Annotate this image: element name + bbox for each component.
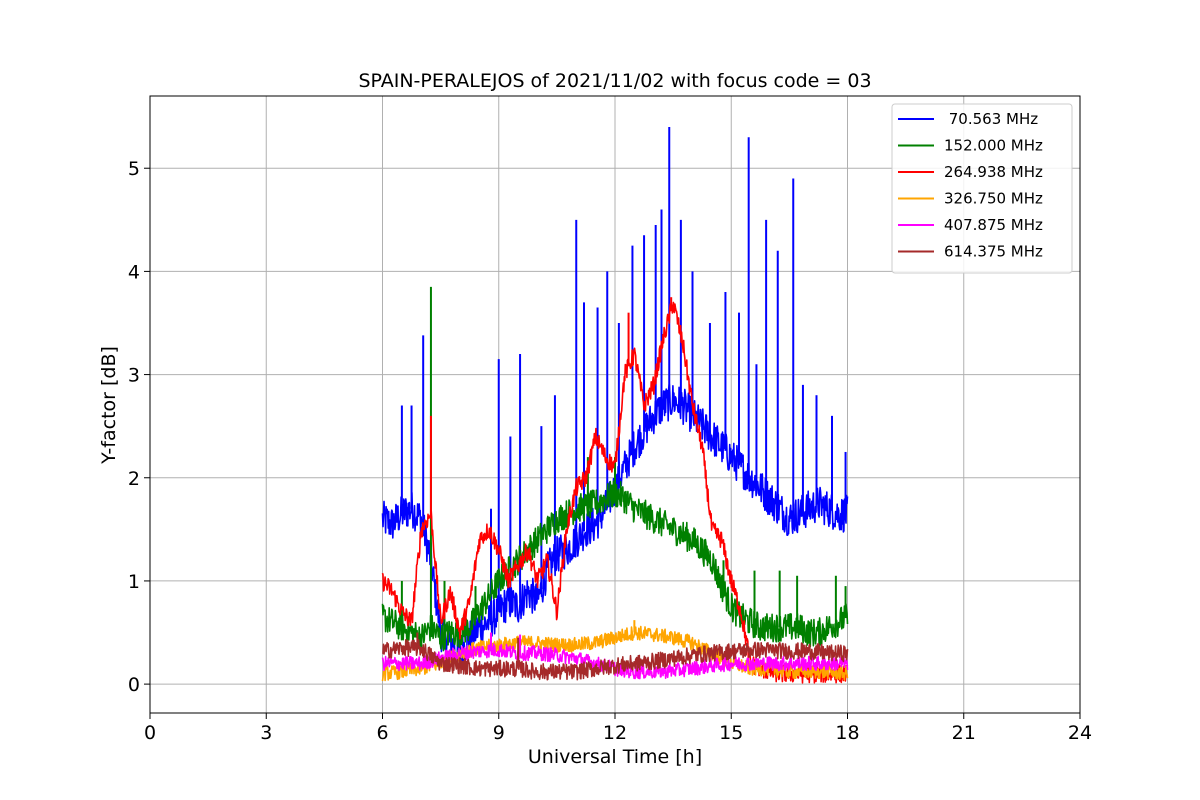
series-line: [381, 643, 849, 680]
x-tick-label: 12: [603, 722, 627, 744]
chart-title: SPAIN-PERALEJOS of 2021/11/02 with focus…: [358, 70, 871, 92]
x-tick-label: 3: [260, 722, 272, 744]
legend-label: 264.938 MHz: [944, 163, 1043, 181]
x-axis-label: Universal Time [h]: [528, 746, 702, 768]
legend: 70.563 MHz 152.000 MHz 264.938 MHz 326.750 …: [891, 103, 1073, 274]
y-tick-label: 5: [128, 158, 140, 180]
legend-label: 70.563 MHz: [944, 110, 1038, 128]
y-tick-label: 4: [128, 261, 140, 283]
x-tick-label: 9: [493, 722, 505, 744]
legend-label: 152.000 MHz: [944, 137, 1043, 155]
series-layer: [381, 126, 849, 684]
x-tick-label: 0: [144, 722, 156, 744]
x-tick-label: 24: [1068, 722, 1092, 744]
y-tick-label: 3: [128, 365, 140, 387]
series-6: [382, 632, 849, 681]
x-tick-label: 21: [952, 722, 976, 744]
y-tick-label: 0: [128, 674, 140, 696]
series-line: [382, 639, 849, 681]
y-axis-label: Y-factor [dB]: [98, 346, 120, 465]
series-5: [381, 632, 849, 680]
x-tick-label: 15: [719, 722, 743, 744]
legend-label: 326.750 MHz: [944, 190, 1043, 208]
legend-box: [891, 103, 1073, 274]
legend-label: 614.375 MHz: [944, 243, 1043, 261]
x-tick-label: 18: [835, 722, 859, 744]
legend-label: 407.875 MHz: [944, 216, 1043, 234]
x-tick-label: 6: [376, 722, 388, 744]
y-tick-label: 2: [128, 468, 140, 490]
y-tick-label: 1: [128, 571, 140, 593]
